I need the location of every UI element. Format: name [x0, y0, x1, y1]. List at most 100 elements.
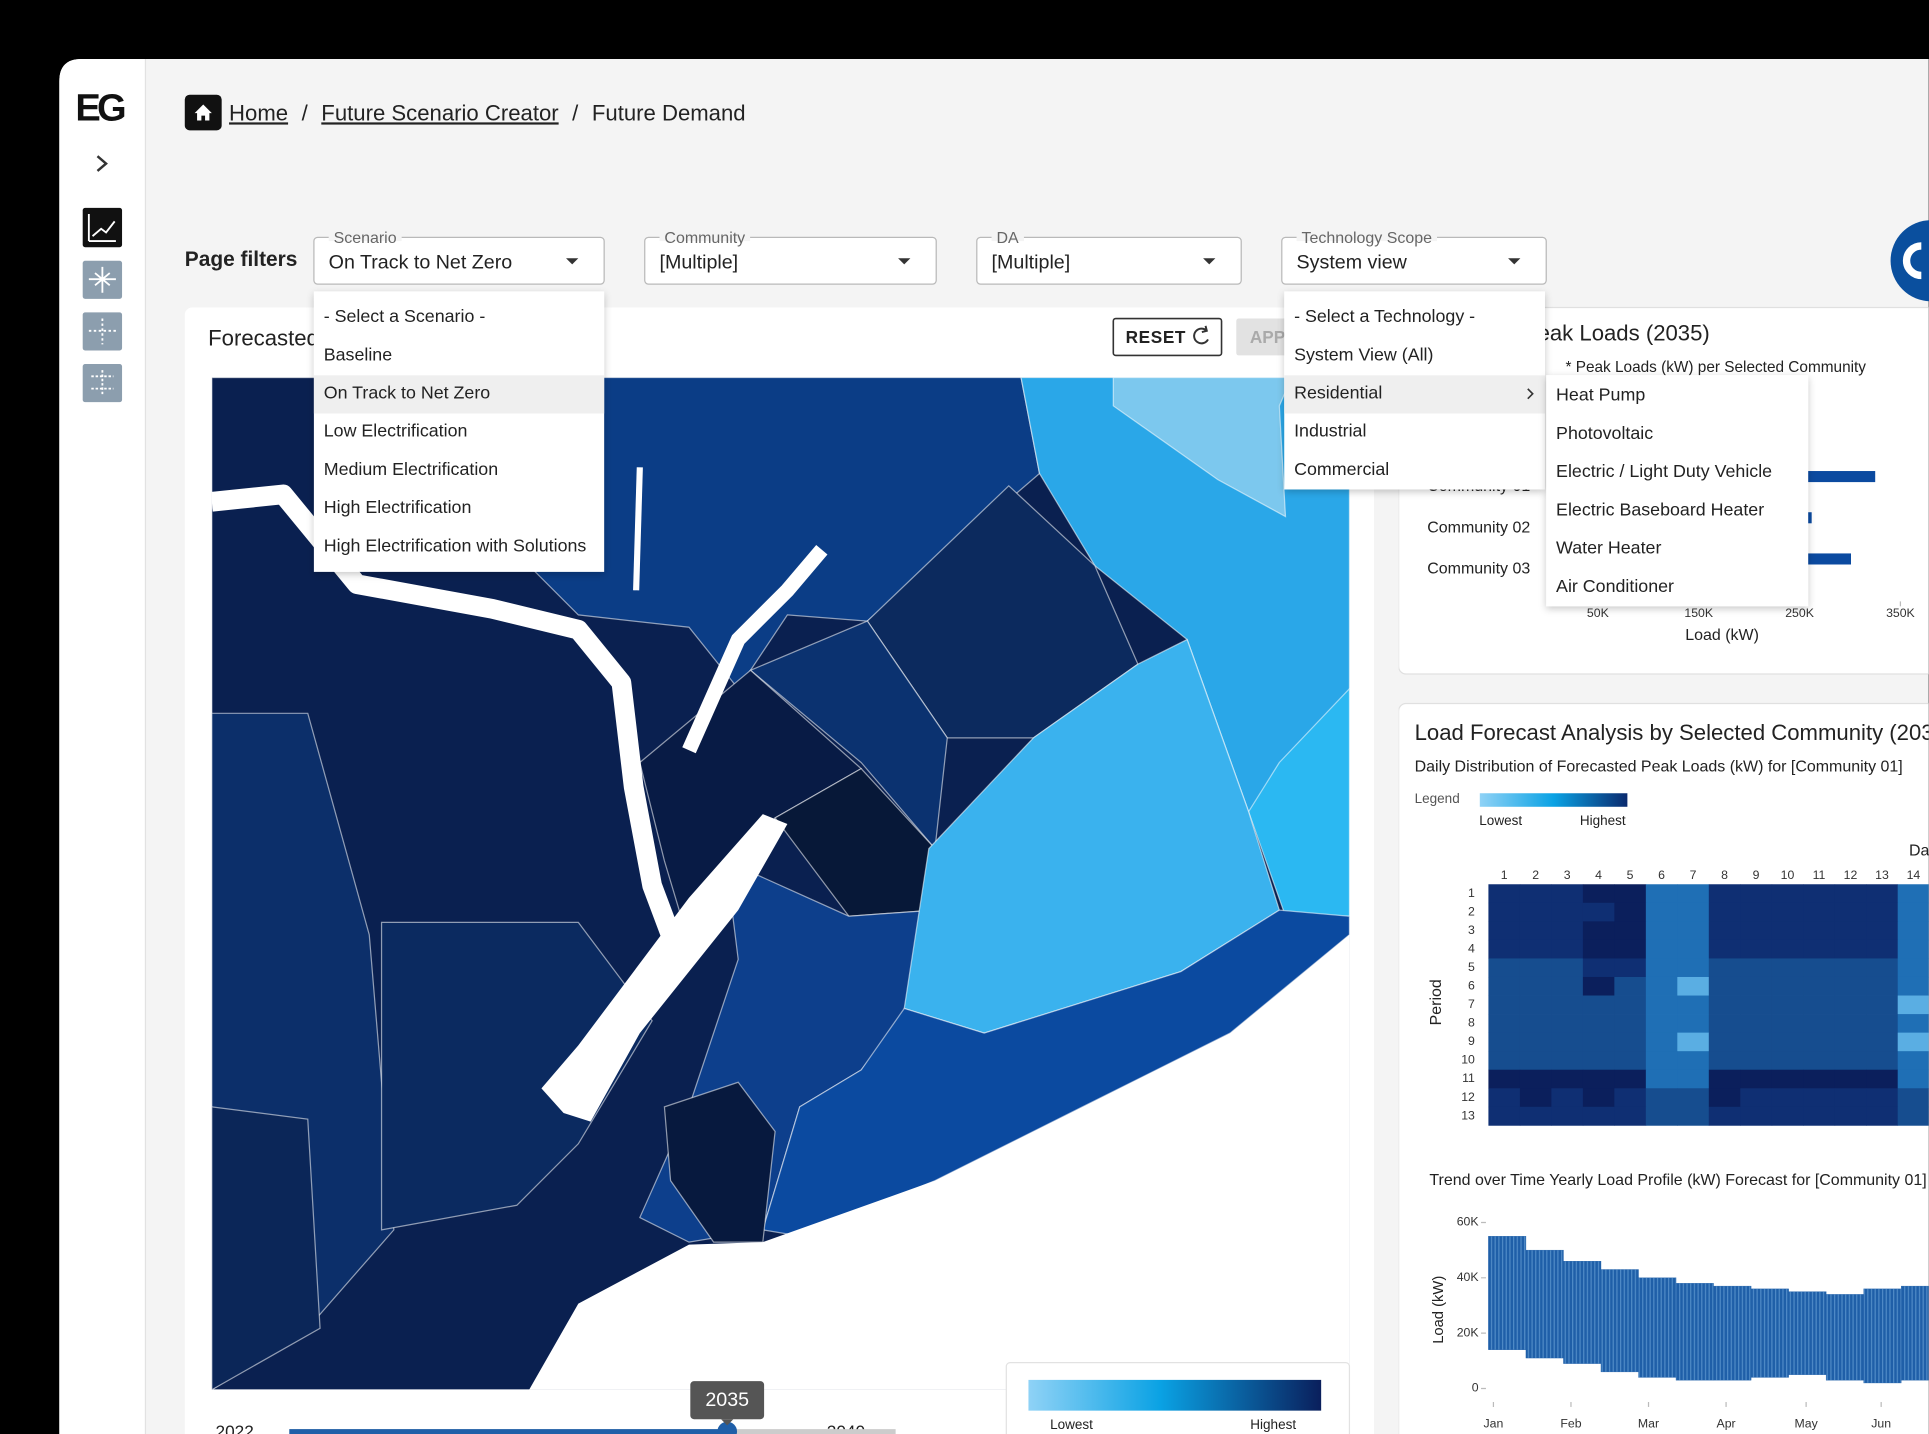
map-region[interactable] — [663, 1081, 776, 1243]
heat-cell — [1645, 1069, 1678, 1089]
heat-cell — [1834, 958, 1867, 978]
y-tick-label: 40K — [1457, 1270, 1480, 1284]
heat-row-label: 1 — [1468, 886, 1475, 900]
heat-cell — [1897, 1051, 1929, 1071]
category-label: Community 03 — [1427, 561, 1530, 578]
heat-cell — [1645, 1106, 1678, 1126]
heat-cell — [1834, 995, 1867, 1015]
menu-item[interactable]: Electric Baseboard Heater — [1556, 499, 1764, 519]
menu-item[interactable]: Commercial — [1294, 459, 1389, 479]
expand-chevron[interactable] — [96, 155, 108, 172]
heat-cell — [1740, 1014, 1773, 1033]
heat-row-label: 8 — [1468, 1016, 1475, 1030]
menu-item[interactable]: Medium Electrification — [324, 459, 498, 479]
map-region[interactable] — [1112, 377, 1293, 518]
map — [211, 377, 1350, 1390]
menu-item[interactable]: Air Conditioner — [1556, 576, 1674, 596]
menu-item[interactable]: On Track to Net Zero — [324, 382, 491, 402]
heat-column-label: 2 — [1532, 868, 1539, 882]
heat-cell — [1551, 1069, 1584, 1089]
slider-thumb[interactable] — [717, 1421, 738, 1434]
menu-item[interactable]: Water Heater — [1556, 538, 1661, 558]
menu-item[interactable]: Baseline — [324, 344, 392, 364]
scenario-menu — [313, 291, 605, 572]
nav-icon-nodes[interactable] — [82, 312, 123, 351]
heat-cell — [1519, 921, 1552, 941]
filter-caret — [566, 258, 579, 265]
menu-item[interactable]: - Select a Scenario - — [324, 306, 486, 326]
heat-cell — [1866, 1051, 1899, 1071]
nav-icon-glyph — [87, 213, 116, 242]
heat-cell — [1834, 902, 1867, 922]
heat-cell — [1614, 1032, 1647, 1052]
menu-item[interactable]: System View (All) — [1294, 344, 1433, 364]
heat-cell — [1488, 902, 1521, 922]
heat-cell — [1897, 921, 1929, 941]
heat-cell — [1834, 1051, 1867, 1071]
heat-cell — [1582, 902, 1615, 922]
heat-cell — [1740, 1051, 1773, 1071]
heat-cell — [1488, 1106, 1521, 1126]
heat-cell — [1488, 976, 1521, 996]
heat-cell — [1645, 976, 1678, 996]
menu-item[interactable]: Low Electrification — [324, 421, 468, 441]
map-region[interactable] — [380, 921, 653, 1231]
heat-cell — [1803, 1069, 1836, 1089]
y-tick-label: 20K — [1457, 1325, 1480, 1339]
trend-title: Trend over Time Yearly Load Profile (kW)… — [1429, 1172, 1926, 1189]
heat-cell — [1866, 939, 1899, 959]
heat-row-label: 4 — [1468, 941, 1475, 955]
heat-cell — [1645, 884, 1678, 904]
menu-item[interactable]: High Electrification with Solutions — [324, 535, 587, 555]
menu-item[interactable]: Heat Pump — [1556, 385, 1645, 405]
reset-button[interactable] — [1112, 317, 1223, 357]
heat-cell — [1866, 995, 1899, 1015]
breadcrumb-link[interactable]: Home — [229, 100, 288, 125]
load-band — [1525, 1249, 1564, 1359]
heat-cell — [1488, 884, 1521, 904]
heat-cell — [1897, 1069, 1929, 1089]
breadcrumb-link[interactable]: Future Scenario Creator — [321, 100, 558, 125]
heat-column-label: 3 — [1564, 868, 1571, 882]
analysis-title: Load Forecast Analysis by Selected Commu… — [1415, 720, 1929, 745]
sea — [529, 934, 1350, 1390]
heat-cell — [1614, 995, 1647, 1015]
heat-cell — [1740, 1069, 1773, 1089]
heat-cell — [1488, 958, 1521, 978]
heat-cell — [1551, 884, 1584, 904]
river — [541, 814, 788, 1122]
nav-icon-chart[interactable] — [82, 207, 123, 248]
filter-label: DA — [996, 230, 1019, 247]
filter-value: [Multiple] — [992, 251, 1071, 273]
load-band — [1675, 1283, 1714, 1381]
menu-item[interactable]: Electric / Light Duty Vehicle — [1556, 461, 1772, 481]
logo[interactable]: EG — [75, 87, 128, 130]
heat-cell — [1582, 921, 1615, 941]
menu-item[interactable]: Industrial — [1294, 421, 1366, 441]
map-region[interactable] — [749, 620, 948, 851]
heat-cell — [1740, 902, 1773, 922]
menu-item[interactable]: - Select a Technology - — [1294, 306, 1475, 326]
heat-cell — [1803, 995, 1836, 1015]
filter-field[interactable] — [644, 236, 937, 285]
heat-cell — [1551, 1032, 1584, 1052]
menu-item[interactable]: Residential — [1294, 382, 1382, 402]
heat-cell — [1488, 1032, 1521, 1052]
filter-caret — [1203, 258, 1216, 265]
filter-field[interactable] — [313, 236, 605, 285]
menu-item[interactable]: Photovoltaic — [1556, 423, 1653, 443]
filter-label: Community — [664, 230, 745, 247]
heat-cell — [1740, 939, 1773, 959]
heat-cell — [1582, 1069, 1615, 1089]
heat-cell — [1677, 1014, 1710, 1033]
map-region[interactable] — [211, 1106, 321, 1390]
heat-cell — [1582, 1051, 1615, 1071]
heat-cell — [1771, 921, 1804, 941]
heat-cell — [1614, 902, 1647, 922]
heat-column-label: 4 — [1595, 868, 1602, 882]
heat-column-label: 14 — [1907, 868, 1921, 882]
heat-cell — [1771, 1106, 1804, 1126]
menu-item[interactable]: High Electrification — [324, 497, 472, 517]
heat-cell — [1740, 1106, 1773, 1126]
filter-field[interactable] — [976, 236, 1242, 285]
